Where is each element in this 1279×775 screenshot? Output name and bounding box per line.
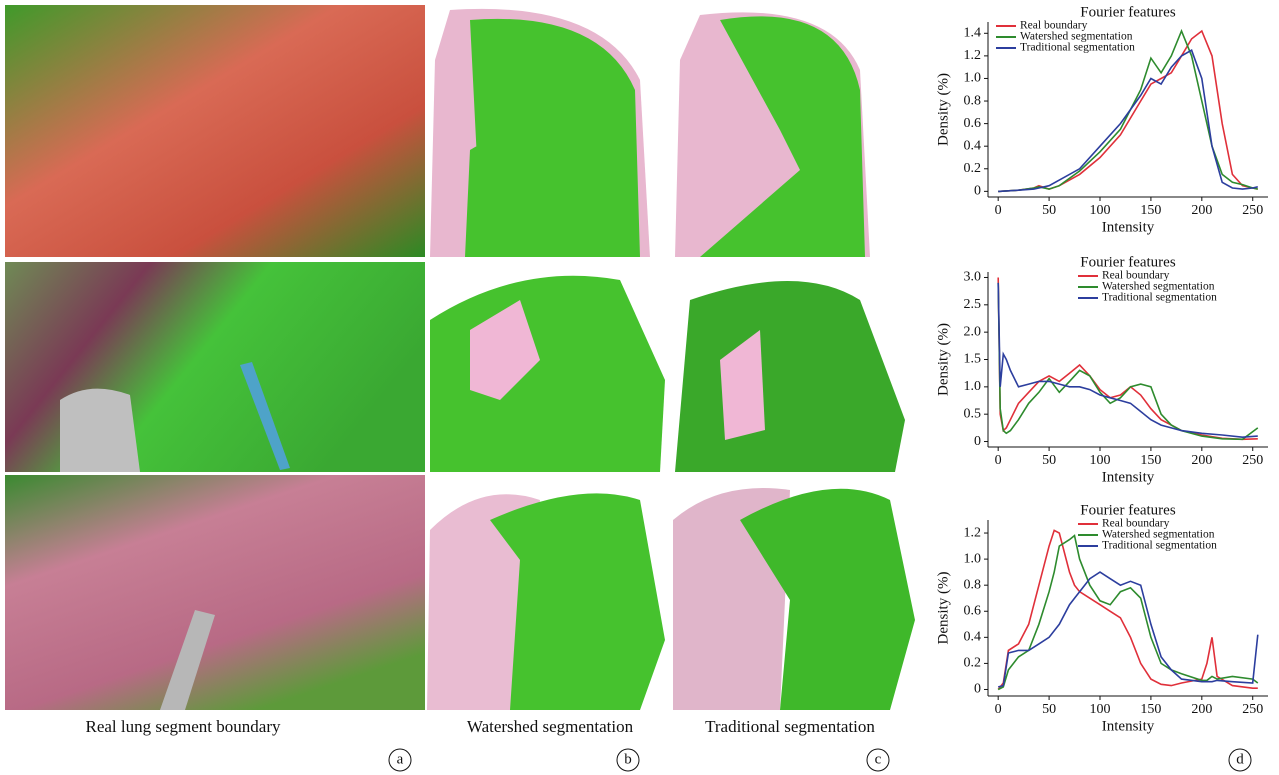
panel-label: c: [875, 751, 882, 767]
series-line: [998, 283, 1258, 439]
x-tick-label: 0: [995, 702, 1002, 717]
y-tick-label: 0: [974, 184, 981, 199]
y-tick-label: 0.6: [964, 116, 982, 131]
series-line: [998, 536, 1258, 690]
photo-column: [5, 5, 425, 710]
x-tick-label: 200: [1191, 702, 1212, 717]
y-tick-label: 0.2: [964, 161, 982, 176]
series-line: [998, 530, 1258, 689]
chart-title: Fourier features: [1080, 254, 1176, 270]
render-column: [427, 9, 915, 710]
y-tick-label: 0.5: [964, 406, 982, 421]
photo: [5, 475, 425, 710]
x-tick-label: 250: [1242, 203, 1263, 218]
page: Real lung segment boundary Watershed seg…: [0, 0, 1279, 775]
x-tick-label: 150: [1140, 702, 1161, 717]
panel-label: d: [1236, 751, 1244, 767]
y-axis-label: Density (%): [935, 73, 951, 146]
panel-label: b: [624, 751, 632, 767]
y-tick-label: 3.0: [964, 270, 982, 285]
y-tick-label: 1.4: [964, 26, 982, 41]
y-tick-label: 2.0: [964, 324, 982, 339]
y-tick-label: 1.2: [964, 525, 982, 540]
chart-title: Fourier features: [1080, 502, 1176, 518]
x-tick-label: 50: [1042, 203, 1056, 218]
y-tick-label: 1.2: [964, 48, 982, 63]
y-tick-label: 0: [974, 434, 981, 449]
x-tick-label: 200: [1191, 203, 1212, 218]
y-tick-label: 1.0: [964, 379, 982, 394]
render-segment: [430, 276, 665, 472]
photo: [5, 5, 425, 257]
y-axis-label: Density (%): [935, 323, 951, 396]
panel-caption: Watershed segmentation: [467, 717, 634, 736]
x-tick-label: 0: [995, 203, 1002, 218]
x-tick-label: 150: [1140, 453, 1161, 468]
panel-caption: Traditional segmentation: [705, 717, 875, 736]
y-tick-label: 1.5: [964, 352, 982, 367]
y-tick-label: 0.2: [964, 656, 982, 671]
x-tick-label: 100: [1090, 203, 1111, 218]
x-tick-label: 50: [1042, 702, 1056, 717]
y-tick-label: 0.4: [964, 138, 982, 153]
x-tick-label: 250: [1242, 702, 1263, 717]
legend-label: Traditional segmentation: [1020, 42, 1135, 54]
series-line: [998, 283, 1258, 437]
y-tick-label: 1.0: [964, 71, 982, 86]
legend-label: Traditional segmentation: [1102, 540, 1217, 552]
x-tick-label: 150: [1140, 203, 1161, 218]
panel-label: a: [397, 751, 404, 767]
x-tick-label: 0: [995, 453, 1002, 468]
chart-title: Fourier features: [1080, 4, 1176, 20]
instrument: [60, 389, 140, 472]
series-line: [998, 31, 1258, 191]
x-axis-label: Intensity: [1102, 718, 1155, 734]
x-tick-label: 100: [1090, 702, 1111, 717]
y-tick-label: 0.4: [964, 630, 982, 645]
x-axis-label: Intensity: [1102, 469, 1155, 485]
figure: Real lung segment boundary Watershed seg…: [0, 0, 1279, 775]
x-tick-label: 200: [1191, 453, 1212, 468]
y-tick-label: 2.5: [964, 297, 982, 312]
y-tick-label: 1.0: [964, 551, 982, 566]
y-tick-label: 0.6: [964, 603, 982, 618]
y-tick-label: 0.8: [964, 577, 982, 592]
x-tick-label: 100: [1090, 453, 1111, 468]
y-axis-label: Density (%): [935, 572, 951, 645]
y-tick-label: 0.8: [964, 93, 982, 108]
y-tick-label: 0: [974, 682, 981, 697]
x-tick-label: 50: [1042, 453, 1056, 468]
render-segment: [675, 281, 905, 472]
x-axis-label: Intensity: [1102, 219, 1155, 235]
x-tick-label: 250: [1242, 453, 1263, 468]
panel-caption: Real lung segment boundary: [86, 717, 281, 736]
legend-label: Traditional segmentation: [1102, 292, 1217, 304]
